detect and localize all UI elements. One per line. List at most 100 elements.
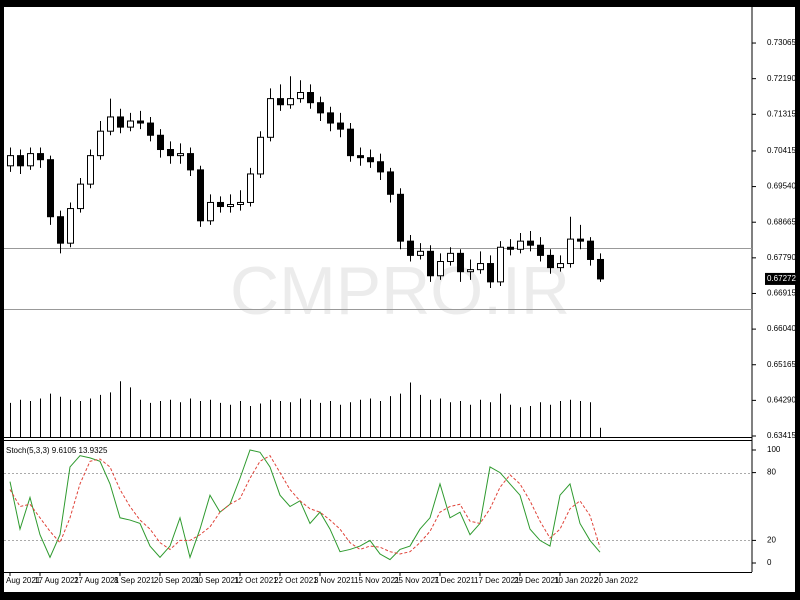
candle-body [17, 155, 24, 167]
x-tick-label: Aug 2021 [6, 576, 41, 585]
watermark-layer: CMPRO.IR [230, 253, 570, 329]
candle-body [357, 155, 364, 159]
candle-body [557, 263, 564, 269]
candle-body [367, 157, 374, 163]
candle-body [597, 258, 604, 280]
candle-body [227, 203, 234, 208]
x-tick-label: 15 Nov 2021 [354, 576, 400, 585]
candle-body [237, 201, 244, 205]
candle-body [337, 122, 344, 130]
x-tick-label: 29 Dec 2021 [514, 576, 560, 585]
stochastic-line [9, 454, 601, 555]
candle-body [327, 112, 334, 124]
y-tick-label: 0.72190 [767, 74, 796, 83]
candle-body [587, 240, 594, 260]
candle-body [217, 201, 224, 208]
candle-body [377, 161, 384, 173]
candle-body [257, 136, 264, 175]
candle-body [157, 134, 164, 151]
candle-body [537, 244, 544, 256]
candle-body [527, 240, 534, 246]
indicator-title: Stoch(5,3,3) 9.6105 13.9325 [6, 446, 108, 455]
y-tick-label: 0.73065 [767, 38, 796, 47]
candle-body [197, 169, 204, 222]
candle-body [47, 159, 54, 218]
candle-body [287, 98, 294, 106]
candle-body [127, 120, 134, 128]
candle-body [37, 153, 44, 161]
y-tick-label: 0.70415 [767, 146, 796, 155]
y-tick-label: 0.65165 [767, 360, 796, 369]
candle-body [87, 155, 94, 185]
chart-background [4, 7, 795, 592]
candle-body [567, 238, 574, 265]
y-tick-label: 0.71315 [767, 109, 796, 118]
candle-body [547, 254, 554, 269]
x-tick-label: 3 Nov 2021 [314, 576, 355, 585]
candle-body [397, 193, 404, 242]
x-tick-label: 20 Sep 2021 [154, 576, 200, 585]
watermark: CMPRO.IR [230, 253, 570, 329]
y-tick-label: 0.68665 [767, 217, 796, 226]
y-tick-label: 0.66040 [767, 324, 796, 333]
candle-body [67, 208, 74, 244]
candle-body [57, 216, 64, 244]
candle-body [447, 252, 454, 263]
candle-body [457, 252, 464, 273]
candle-body [207, 201, 214, 222]
candle-body [517, 240, 524, 250]
candle-body [427, 250, 434, 277]
candle-body [147, 122, 154, 136]
candle-body [97, 130, 104, 157]
candle-body [297, 92, 304, 100]
x-tick-label: 27 Aug 2021 [74, 576, 119, 585]
candle-body [507, 246, 514, 250]
candle-body [267, 98, 274, 138]
candle-body [247, 173, 254, 203]
candle-body [467, 269, 474, 273]
x-tick-label: 20 Jan 2022 [594, 576, 639, 585]
candle-body [137, 120, 144, 124]
candle-body [577, 238, 584, 242]
plot-layer: 0.73065 0.72190 0.71315 0.70415 0.69540 0.686… [4, 38, 796, 585]
candle-body [307, 92, 314, 104]
x-tick-label: 17 Aug 2021 [34, 576, 79, 585]
y-tick-label: 0.67790 [767, 253, 796, 262]
y-tick-label: 0.69540 [767, 182, 796, 191]
candle-body [187, 153, 194, 171]
candle-body [277, 98, 284, 106]
candle-body [77, 183, 84, 210]
candle-body [177, 153, 184, 157]
candle-body [107, 116, 114, 132]
x-tick-label: 12 Oct 2021 [234, 576, 278, 585]
y-tick-label: 0.64290 [767, 395, 796, 404]
x-tick-label: 22 Oct 2021 [274, 576, 318, 585]
candle-body [347, 128, 354, 157]
y-tick-label: 0.66915 [767, 289, 796, 298]
candle-body [477, 263, 484, 271]
candle-body [407, 240, 414, 256]
candle-body [317, 102, 324, 114]
stochastic-line [9, 449, 601, 561]
y-tick-label: 0.63415 [767, 431, 796, 440]
candle-body [417, 250, 424, 256]
candle-body [487, 263, 494, 283]
candle-body [497, 246, 504, 283]
candle-body [167, 149, 174, 157]
y-tick-label: 20 [767, 536, 776, 545]
y-tick-label: 100 [767, 445, 781, 454]
y-tick-label: 0 [767, 558, 772, 567]
candle-body [117, 116, 124, 128]
y-tick-label: 80 [767, 468, 776, 477]
x-tick-label: 7 Dec 2021 [434, 576, 475, 585]
candle-body [27, 153, 34, 167]
x-tick-label: 25 Nov 2021 [394, 576, 440, 585]
x-tick-label: 17 Dec 2021 [474, 576, 520, 585]
last-price-label: 0.67272 [767, 274, 796, 283]
x-tick-label: 8 Sep 2021 [114, 576, 155, 585]
candle-body [7, 155, 14, 167]
candle-body [437, 261, 444, 277]
last-price-box [765, 272, 795, 285]
